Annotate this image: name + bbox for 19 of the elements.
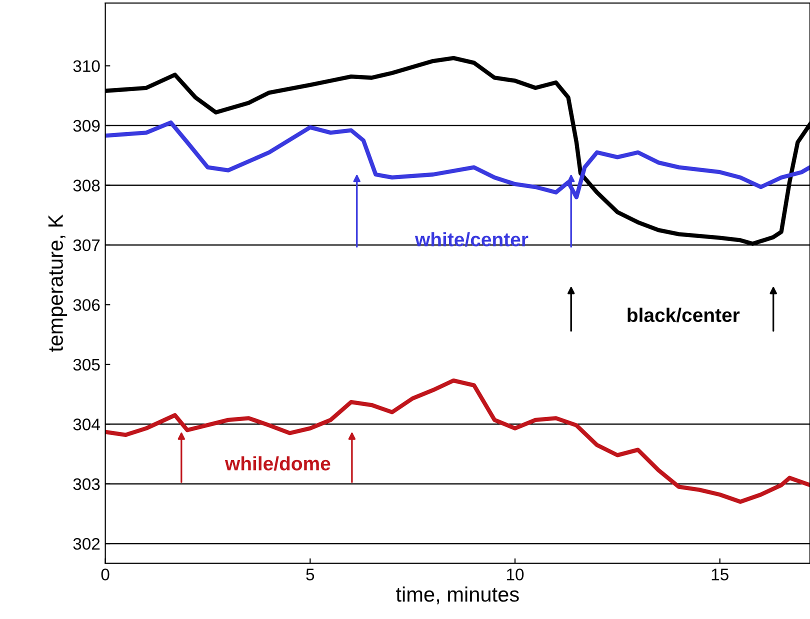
- y-tick-label: 307: [73, 239, 100, 252]
- x-tick-label: 15: [712, 568, 728, 580]
- line-series: [105, 378, 810, 504]
- annotation: white/center: [414, 232, 528, 247]
- annotation: black/center: [628, 308, 740, 322]
- y-tick-label: 310: [73, 60, 100, 72]
- y-axis-title: temperature, K: [48, 214, 68, 352]
- annotation: while/dome: [224, 456, 330, 471]
- y-tick-label: 306: [73, 299, 100, 311]
- y-tick-label: 305: [73, 358, 100, 371]
- y-tick-label: 303: [73, 478, 100, 490]
- x-tick-label: 10: [507, 568, 524, 580]
- y-tick-label: 308: [73, 180, 100, 192]
- x-tick-label: 0: [101, 568, 110, 580]
- x-axis-title: time, minutes: [396, 586, 519, 604]
- y-tick-label: 304: [73, 418, 100, 430]
- y-tick-label: 309: [73, 120, 100, 132]
- y-tick-label: 302: [73, 538, 100, 550]
- x-tick-label: 5: [306, 568, 314, 580]
